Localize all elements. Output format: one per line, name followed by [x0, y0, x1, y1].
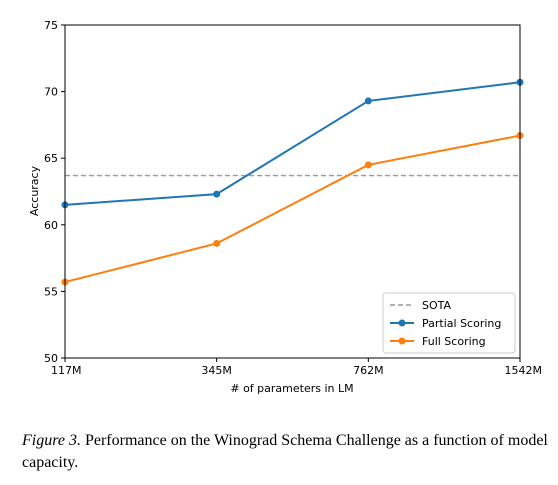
data-point-partial: [364, 97, 372, 105]
data-point-full: [364, 161, 372, 169]
data-point-full: [213, 239, 221, 247]
y-axis-label: Accuracy: [28, 165, 41, 216]
series-line-partial: [64, 81, 521, 206]
x-tick-label: 345M: [201, 364, 232, 377]
legend: SOTA Partial Scoring Full Scoring: [382, 292, 516, 354]
data-point-partial: [213, 190, 221, 198]
y-tick-label: 65: [44, 152, 58, 165]
x-tick-label: 117M: [51, 364, 82, 377]
legend-full-marker: [398, 337, 406, 345]
legend-box: [382, 292, 516, 354]
series-layer: [61, 78, 524, 286]
y-tick-label: 75: [44, 19, 58, 32]
figure-caption-text: Performance on the Winograd Schema Chall…: [22, 432, 548, 471]
y-tick-label: 60: [44, 219, 58, 232]
chart: 50 55 60 65 70 75 117M 345M 762M 1542M # of para…: [28, 19, 542, 395]
y-axis-ticks: 50 55 60 65 70 75: [44, 19, 65, 365]
legend-sota-label: SOTA: [422, 299, 452, 312]
figure-caption-label: Figure 3.: [22, 432, 81, 449]
y-tick-label: 50: [44, 352, 58, 365]
x-tick-label: 762M: [353, 364, 384, 377]
series-line-full: [64, 134, 521, 284]
legend-full-label: Full Scoring: [422, 335, 486, 348]
x-axis-ticks: 117M 345M 762M 1542M: [51, 358, 542, 377]
y-tick-label: 55: [44, 285, 58, 298]
figure-caption: Figure 3. Performance on the Winograd Sc…: [22, 430, 552, 474]
y-tick-label: 70: [44, 86, 58, 99]
x-tick-label: 1542M: [505, 364, 543, 377]
plot-area-frame: [64, 24, 521, 359]
legend-partial-marker: [398, 319, 406, 327]
x-axis-label: # of parameters in LM: [230, 382, 353, 395]
legend-partial-label: Partial Scoring: [422, 317, 501, 330]
